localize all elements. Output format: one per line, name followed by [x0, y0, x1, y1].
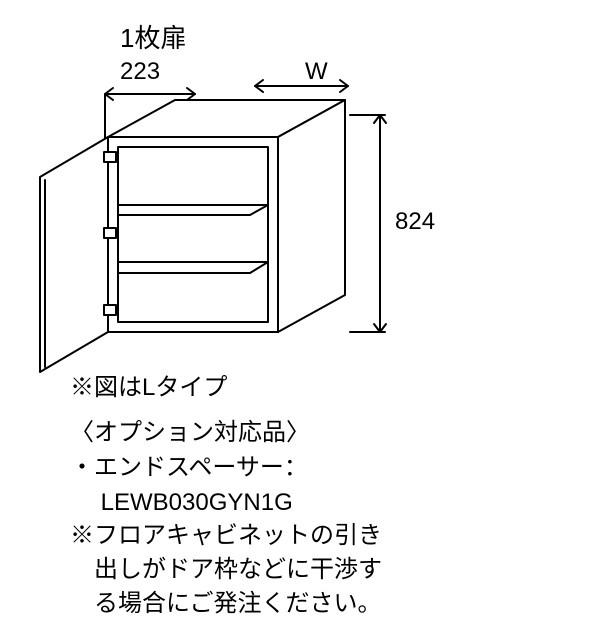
cabinet-body: [108, 100, 345, 332]
figure-note: ※図はLタイプ: [70, 370, 227, 406]
dim-height-line: [374, 115, 386, 332]
dim-depth-line: [105, 88, 195, 100]
cabinet-door: [40, 137, 108, 372]
option-heading: 〈オプション対応品〉: [70, 415, 310, 451]
caution-line-3: る場合にご発注ください。: [70, 586, 382, 622]
cabinet-diagram: [0, 0, 600, 400]
dim-width-line: [255, 80, 348, 92]
caution-line-2: 出しがドア枠などに干渉す: [70, 552, 382, 588]
option-code: LEWB030GYN1G: [70, 485, 293, 521]
option-item: ・エンドスペーサー：: [70, 450, 308, 486]
caution-line-1: ※フロアキャビネットの引き: [70, 518, 382, 554]
page-root: 1枚扉 223 W 824: [0, 0, 600, 600]
